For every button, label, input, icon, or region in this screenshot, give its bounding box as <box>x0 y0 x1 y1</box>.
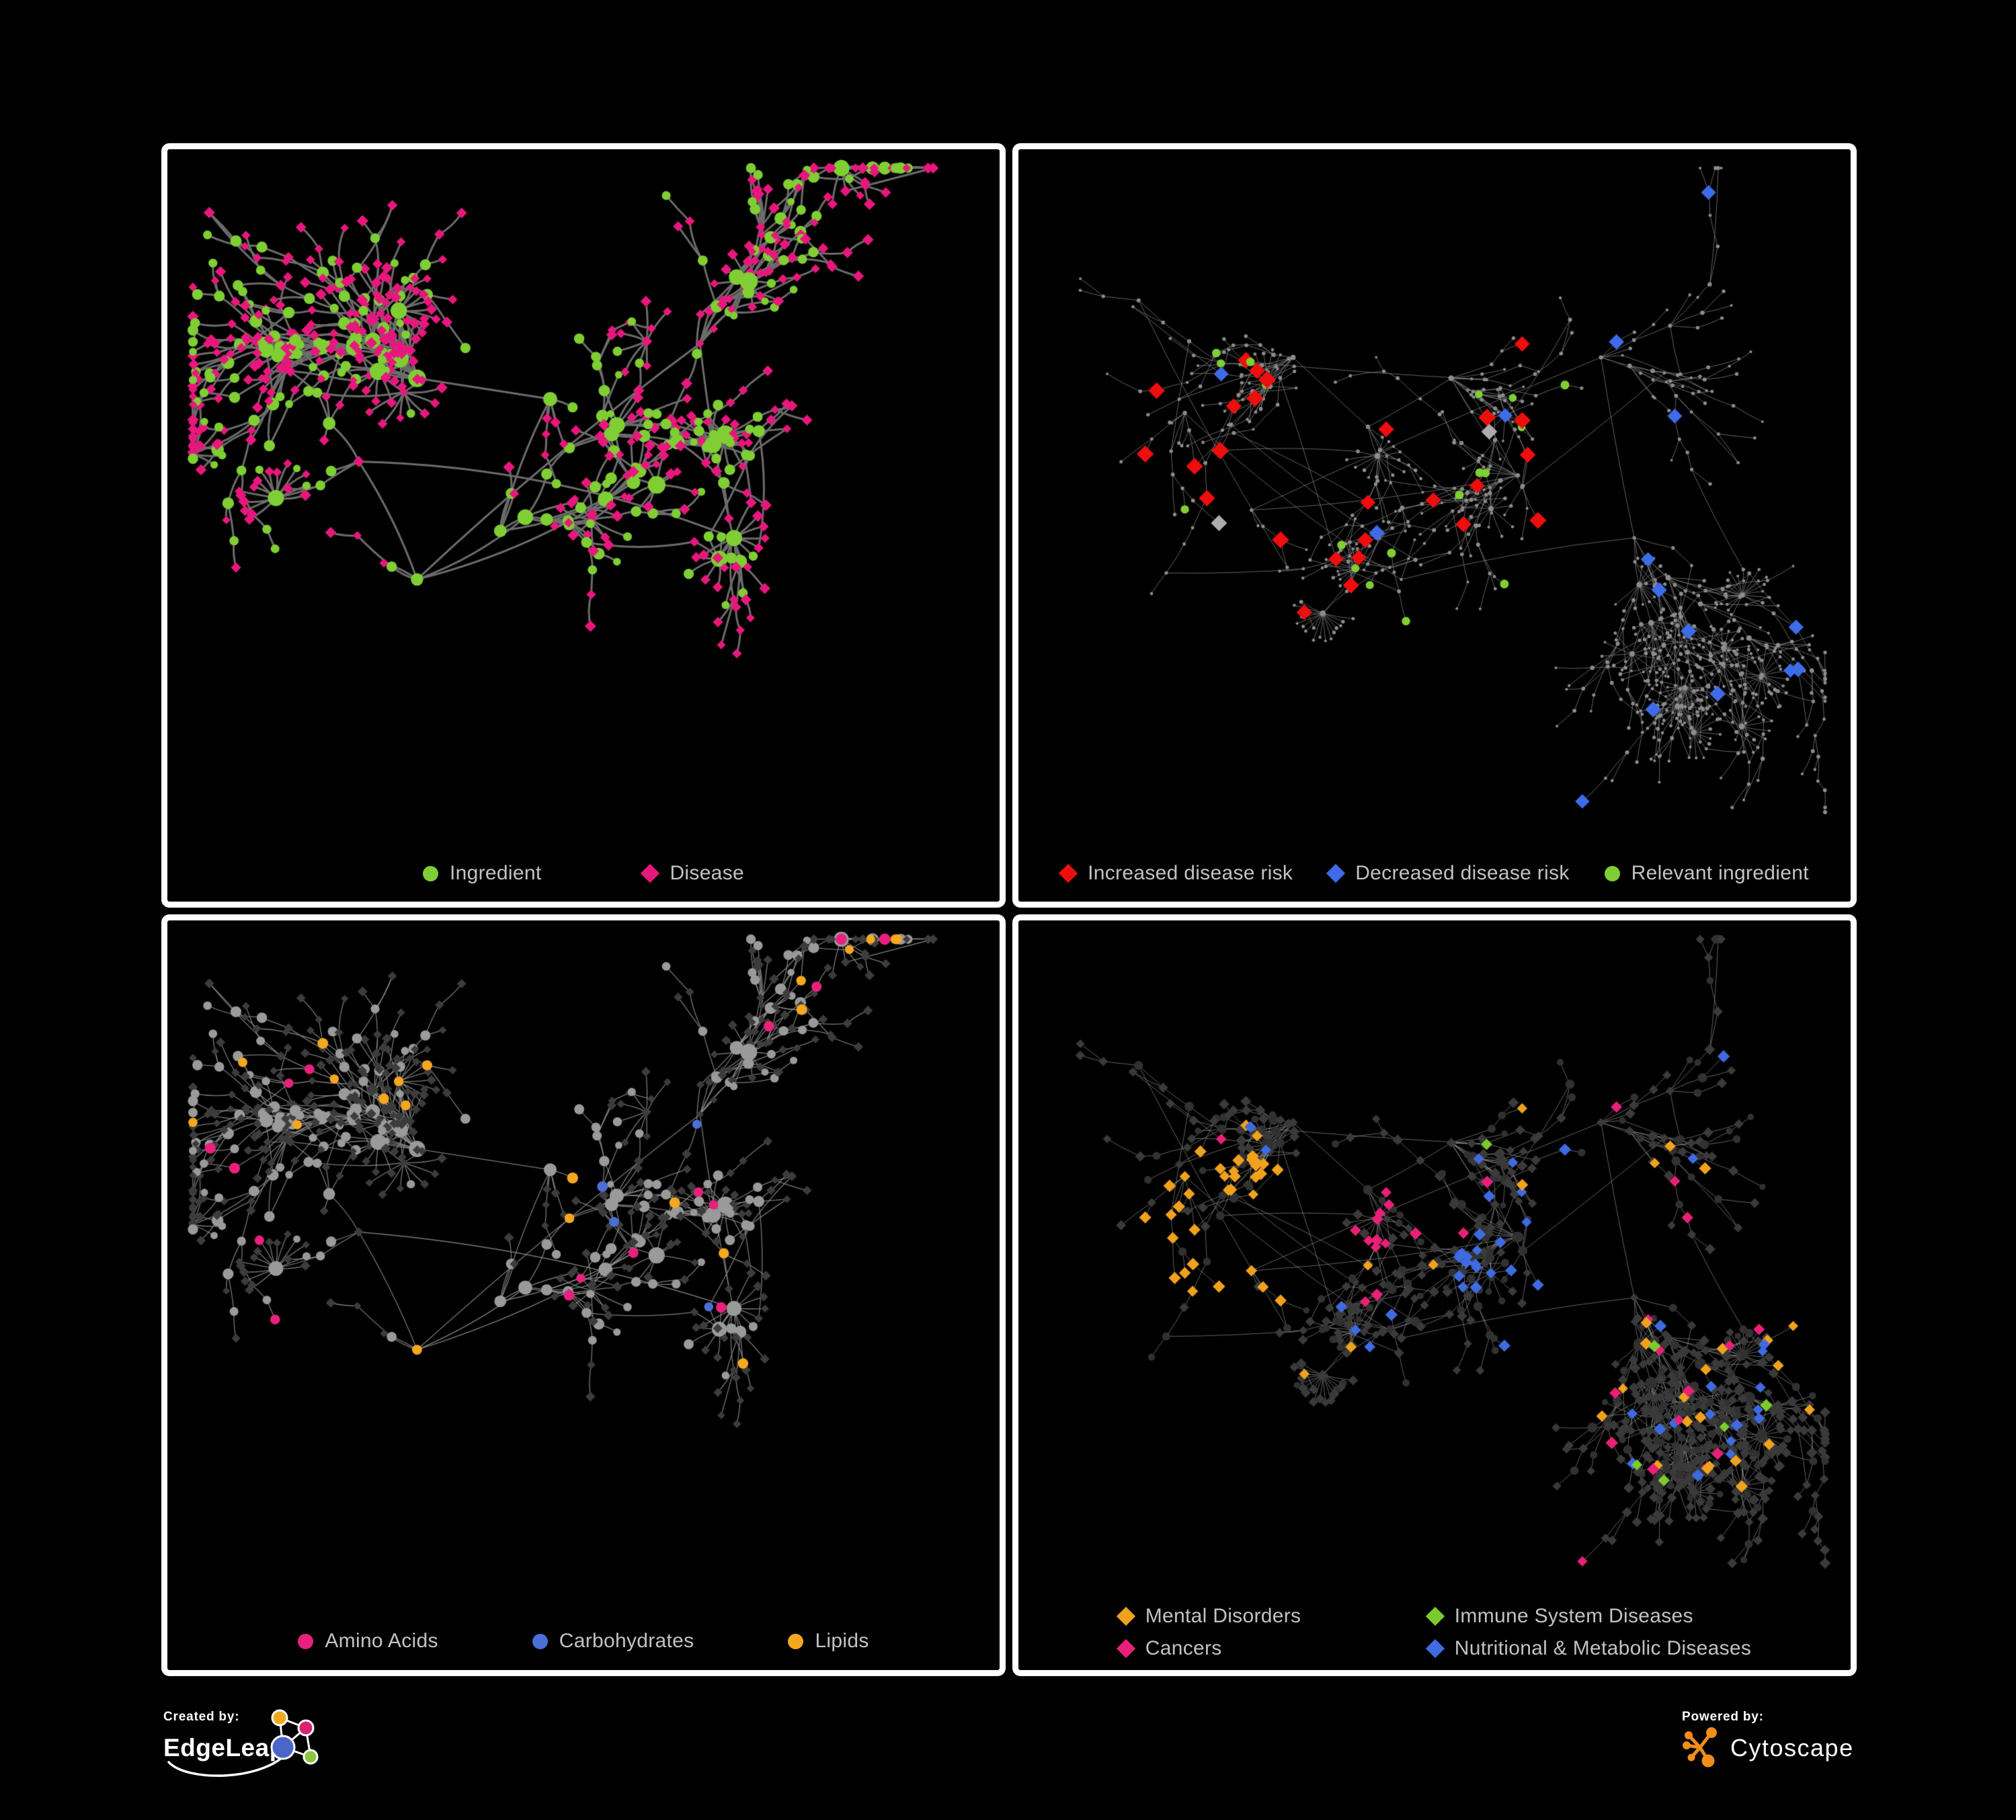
legend-label: Decreased disease risk <box>1355 862 1570 884</box>
legend-item-mental-disorders: Mental Disorders <box>1116 1605 1400 1628</box>
legend-disease-risk: Increased disease risk Decreased disease … <box>1018 845 1851 902</box>
legend-label: Amino Acids <box>325 1630 438 1652</box>
diamond-marker-icon <box>1116 1606 1135 1626</box>
legend-ingredient-disease: Ingredient Disease <box>167 845 1000 902</box>
diamond-marker-icon <box>641 863 660 883</box>
panel-disease-risk-network: Increased disease risk Decreased disease … <box>1012 143 1857 908</box>
legend-item-decreased-disease-risk: Decreased disease risk <box>1326 862 1570 885</box>
legend-item-carbohydrates: Carbohydrates <box>532 1630 694 1653</box>
legend-label: Relevant ingredient <box>1631 862 1809 884</box>
circle-marker-icon <box>1604 865 1620 881</box>
legend-label: Nutritional & Metabolic Diseases <box>1454 1637 1752 1659</box>
circle-marker-icon <box>423 865 439 881</box>
circle-marker-icon <box>788 1633 804 1649</box>
panel-ingredient-disease-network: Ingredient Disease <box>161 143 1006 908</box>
legend-item-lipids: Lipids <box>788 1630 869 1653</box>
edgeleap-node-green <box>303 1749 319 1765</box>
legend-item-cancers: Cancers <box>1116 1637 1400 1660</box>
legend-item-relevant-ingredient: Relevant ingredient <box>1604 862 1809 885</box>
circle-marker-icon <box>532 1633 548 1649</box>
diamond-marker-icon <box>1116 1638 1135 1659</box>
panel-disease-categories-network: Mental Disorders Immune System Diseases Ca… <box>1012 914 1857 1676</box>
network-canvas-disease-categories <box>1018 920 1851 1594</box>
edgeleap-wordmark: EdgeLeap <box>163 1734 285 1762</box>
network-canvas-ingredient-classes <box>167 920 1000 1613</box>
edgeleap-node-orange <box>271 1709 288 1727</box>
legend-label: Carbohydrates <box>559 1630 694 1652</box>
legend-disease-categories: Mental Disorders Immune System Diseases Ca… <box>1018 1595 1851 1670</box>
diamond-marker-icon <box>1425 1606 1445 1626</box>
edgeleap-node-magenta <box>297 1719 315 1737</box>
diamond-marker-icon <box>1326 863 1346 883</box>
legend-item-disease: Disease <box>641 862 744 885</box>
cytoscape-logo-icon <box>1683 1727 1717 1768</box>
created-by-label: Created by: <box>163 1710 240 1724</box>
edgeleap-credit: Created by: EdgeLeap <box>163 1709 385 1797</box>
legend-label: Lipids <box>815 1630 869 1652</box>
edgeleap-logo-icon <box>167 1709 319 1777</box>
cytoscape-credit: Powered by: Cytoscape <box>1682 1710 1991 1784</box>
cytoscape-wordmark: Cytoscape <box>1730 1734 1854 1762</box>
edgeleap-node-blue <box>270 1735 296 1760</box>
panel-ingredient-classes-network: Amino Acids Carbohydrates Lipids <box>161 914 1006 1676</box>
legend-item-nutritional-metabolic-diseases: Nutritional & Metabolic Diseases <box>1425 1637 1752 1660</box>
legend-label: Mental Disorders <box>1145 1605 1301 1627</box>
legend-label: Disease <box>670 862 744 884</box>
legend-item-ingredient: Ingredient <box>423 862 541 885</box>
network-canvas-ingredient-disease <box>167 149 1000 843</box>
legend-item-immune-system-diseases: Immune System Diseases <box>1425 1605 1751 1628</box>
legend-label: Ingredient <box>450 862 542 884</box>
diamond-marker-icon <box>1425 1638 1445 1659</box>
legend-item-increased-disease-risk: Increased disease risk <box>1058 862 1293 885</box>
legend-ingredient-classes: Amino Acids Carbohydrates Lipids <box>167 1612 1000 1670</box>
legend-label: Immune System Diseases <box>1454 1605 1693 1627</box>
legend-item-amino-acids: Amino Acids <box>298 1630 438 1653</box>
diamond-marker-icon <box>1058 863 1078 883</box>
legend-label: Cancers <box>1145 1637 1222 1659</box>
legend-label: Increased disease risk <box>1088 862 1293 884</box>
circle-marker-icon <box>298 1633 314 1649</box>
powered-by-label: Powered by: <box>1682 1710 1764 1724</box>
network-canvas-disease-risk <box>1018 149 1851 843</box>
